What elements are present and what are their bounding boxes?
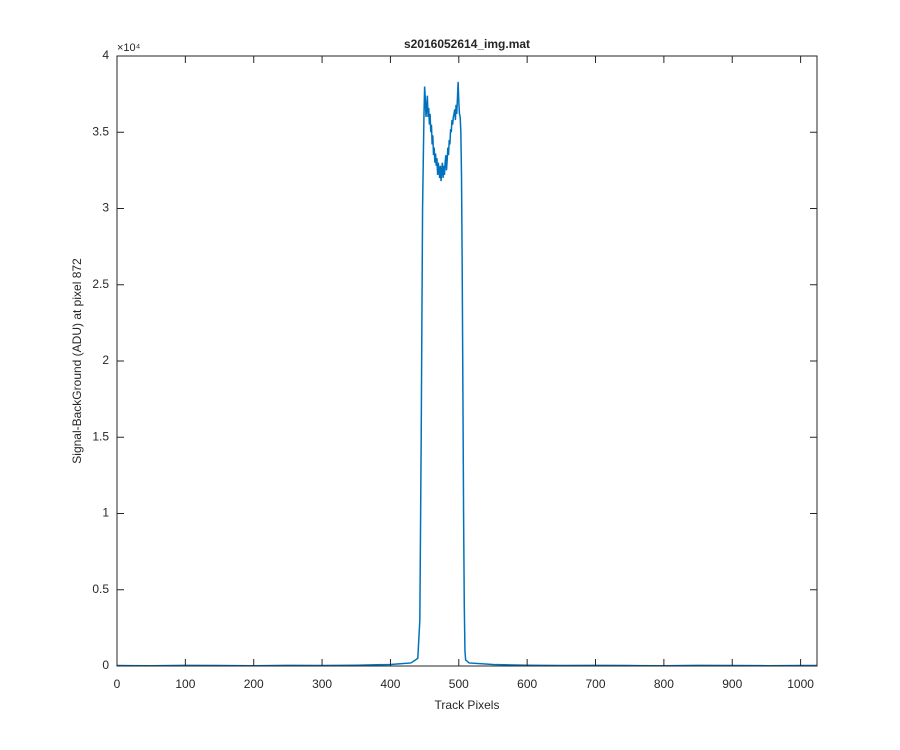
x-tick-label: 1000	[787, 677, 814, 691]
x-tick-label: 800	[654, 677, 674, 691]
x-tick-label: 100	[175, 677, 195, 691]
x-tick-label: 200	[244, 677, 264, 691]
x-tick-label: 600	[517, 677, 537, 691]
y-tick-label: 4	[102, 48, 109, 62]
y-tick-label: 2	[102, 353, 109, 367]
chart-title: s2016052614_img.mat	[404, 37, 530, 51]
y-axis-label: Signal-BackGround (ADU) at pixel 872	[70, 258, 84, 464]
data-line	[116, 81, 817, 667]
y-tick-label: 3	[102, 201, 109, 215]
y-tick-label: 0	[102, 658, 109, 672]
y-tick-label: 2.5	[92, 277, 109, 291]
y-tick-label: 3.5	[92, 124, 109, 138]
x-tick-label: 700	[586, 677, 606, 691]
x-tick-label: 900	[722, 677, 742, 691]
x-tick-label: 500	[449, 677, 469, 691]
y-exponent-label: ×10⁴	[117, 42, 141, 54]
x-axis-label: Track Pixels	[435, 698, 500, 712]
x-tick-label: 400	[380, 677, 400, 691]
x-tick-label: 300	[312, 677, 332, 691]
x-tick-label: 0	[114, 677, 121, 691]
y-tick-label: 1.5	[92, 429, 109, 443]
y-tick-label: 1	[102, 506, 109, 520]
y-tick-label: 0.5	[92, 582, 109, 596]
